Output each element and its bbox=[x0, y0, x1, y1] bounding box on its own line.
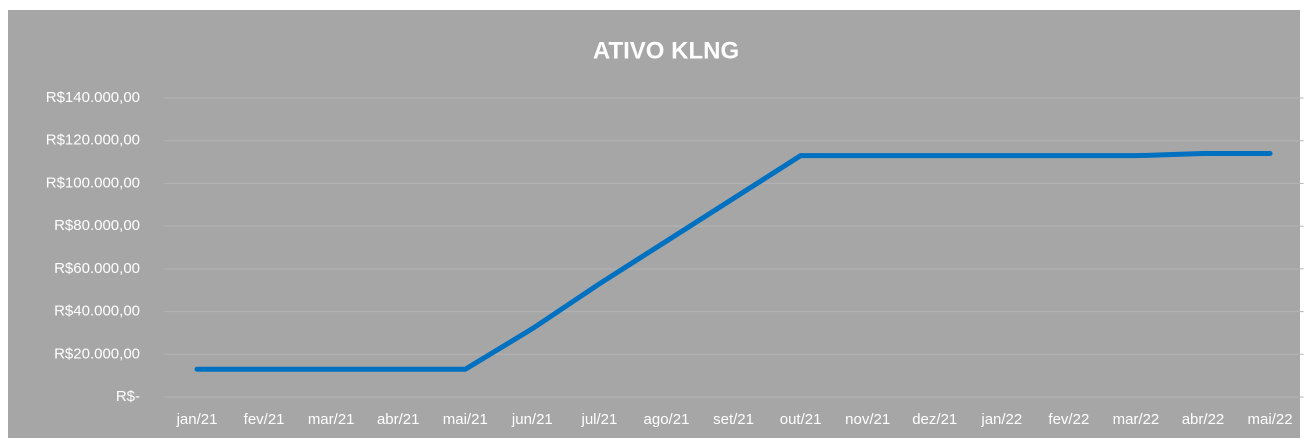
x-tick-label: mar/22 bbox=[1113, 411, 1160, 428]
x-tick-label: jun/21 bbox=[511, 411, 553, 428]
x-tick-label: mar/21 bbox=[308, 411, 355, 428]
x-tick-label: fev/22 bbox=[1048, 411, 1089, 428]
x-tick-label: ago/21 bbox=[644, 411, 690, 428]
y-tick-label: R$120.000,00 bbox=[46, 132, 140, 149]
y-tick-label: R$80.000,00 bbox=[54, 217, 140, 234]
x-tick-label: dez/21 bbox=[912, 411, 957, 428]
y-tick-label: R$- bbox=[116, 388, 140, 405]
x-tick-label: nov/21 bbox=[845, 411, 890, 428]
y-tick-label: R$20.000,00 bbox=[54, 345, 140, 362]
x-tick-label: abr/21 bbox=[377, 411, 420, 428]
y-tick-label: R$100.000,00 bbox=[46, 174, 140, 191]
x-tick-label: jul/21 bbox=[580, 411, 617, 428]
x-tick-label: jan/21 bbox=[176, 411, 218, 428]
x-tick-label: abr/22 bbox=[1182, 411, 1225, 428]
line-series bbox=[194, 151, 1273, 372]
chart-title: ATIVO KLNG bbox=[593, 37, 739, 64]
y-tick-label: R$40.000,00 bbox=[54, 303, 140, 320]
x-tick-label: mai/21 bbox=[443, 411, 488, 428]
x-tick-label: jan/22 bbox=[980, 411, 1022, 428]
chart-background bbox=[8, 10, 1300, 438]
x-tick-label: fev/21 bbox=[244, 411, 285, 428]
x-tick-label: out/21 bbox=[780, 411, 822, 428]
y-tick-label: R$60.000,00 bbox=[54, 260, 140, 277]
x-tick-label: mai/22 bbox=[1248, 411, 1293, 428]
x-tick-label: set/21 bbox=[713, 411, 754, 428]
y-tick-label: R$140.000,00 bbox=[46, 89, 140, 106]
